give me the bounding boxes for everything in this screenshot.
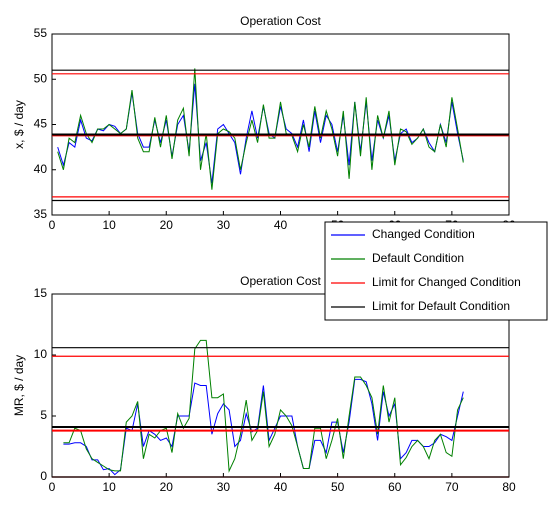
y-tick-label: 35	[34, 207, 48, 221]
x-tick-label: 0	[49, 480, 56, 494]
x-tick-label: 10	[102, 218, 116, 232]
series-line	[57, 68, 464, 190]
x-tick-label: 40	[274, 480, 288, 494]
y-tick-label: 50	[34, 71, 48, 85]
chart-title: Operation Cost	[240, 274, 321, 288]
plot-area	[51, 33, 510, 216]
x-tick-label: 40	[274, 218, 288, 232]
legend-label: Default Condition	[372, 251, 464, 265]
y-tick-label: 55	[34, 26, 48, 40]
legend: Changed Condition Default Condition Limit …	[324, 221, 548, 321]
x-tick-label: 0	[49, 218, 56, 232]
legend-label: Changed Condition	[372, 227, 475, 241]
series-line	[63, 339, 464, 473]
y-tick-label: 15	[34, 286, 48, 300]
y-axis-label: MR, $ / day	[12, 355, 26, 416]
legend-label: Limit for Changed Condition	[372, 275, 521, 289]
x-tick-label: 50	[331, 480, 345, 494]
x-tick-label: 80	[502, 480, 516, 494]
x-tick-label: 30	[217, 480, 231, 494]
legend-box	[324, 221, 548, 321]
plot-area	[51, 293, 510, 478]
y-tick-label: 10	[34, 347, 48, 361]
legend-label: Limit for Default Condition	[372, 299, 510, 313]
y-tick-label: 5	[40, 408, 47, 422]
y-tick-label: 40	[34, 162, 48, 176]
x-tick-label: 60	[388, 480, 402, 494]
x-tick-label: 70	[445, 480, 459, 494]
x-tick-label: 30	[217, 218, 231, 232]
x-tick-label: 10	[102, 480, 116, 494]
y-axis-label: x, $ / day	[12, 100, 26, 149]
chart-title: Operation Cost	[240, 14, 321, 28]
x-tick-label: 20	[160, 218, 174, 232]
y-tick-label: 0	[40, 469, 47, 483]
x-tick-label: 20	[160, 480, 174, 494]
y-tick-label: 45	[34, 117, 48, 131]
